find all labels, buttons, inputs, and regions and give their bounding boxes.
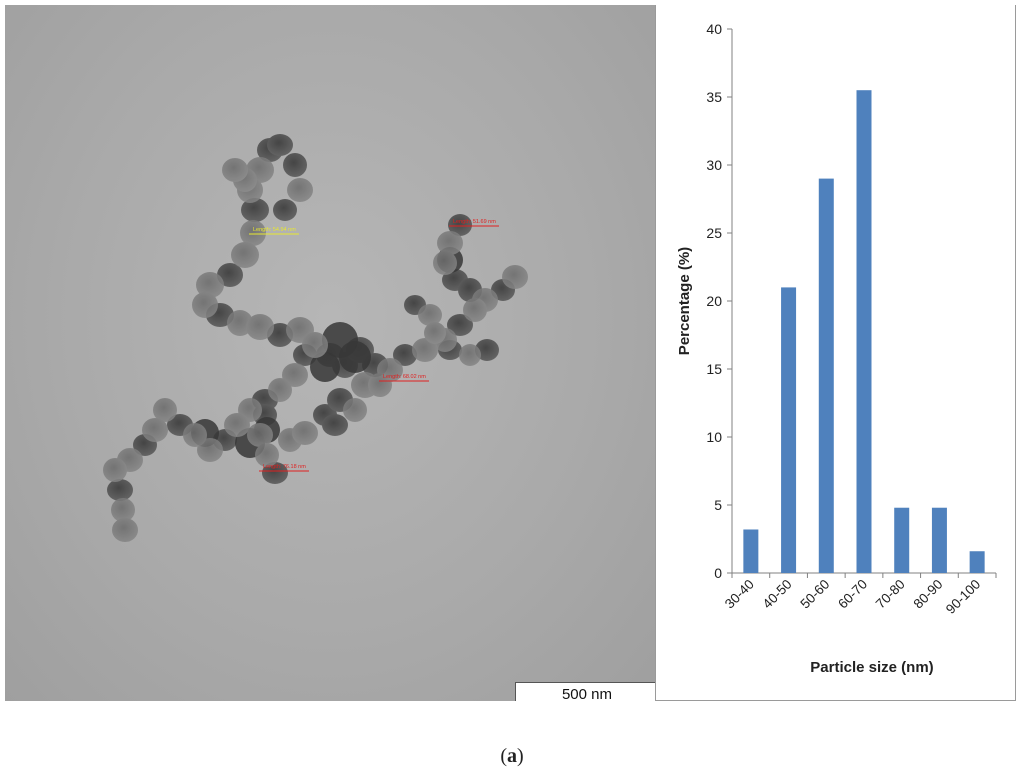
nanoparticle-dense: [310, 352, 340, 382]
scale-bar-label: 500 nm: [561, 685, 613, 702]
nanoparticle: [273, 199, 297, 221]
nanoparticle: [241, 198, 269, 222]
scale-bar: 500 nm: [515, 682, 655, 701]
bar: [856, 90, 872, 573]
nanoparticle: [502, 265, 528, 289]
x-tick-label: 70-80: [873, 577, 908, 612]
x-tick-label: 30-40: [722, 577, 757, 612]
y-tick-label: 20: [706, 293, 722, 309]
measurement-label: Length: 51.69 nm: [453, 219, 496, 225]
histogram-panel: 0 5 10 15 20 25 30 35 40 30-40 40-50 50-60 60-70 70-8…: [655, 5, 1016, 701]
x-tick-label: 60-70: [835, 577, 870, 612]
nanoparticle: [246, 314, 274, 340]
nanoparticle: [217, 263, 243, 287]
nanoparticle: [103, 458, 127, 482]
measurement-label: Length: 68.02 nm: [383, 374, 426, 380]
nanoparticle: [112, 518, 138, 542]
nanoparticle: [343, 398, 367, 422]
nanoparticle: [183, 423, 207, 447]
y-tick-label: 15: [706, 361, 722, 377]
nanoparticle: [153, 398, 177, 422]
nanoparticle: [282, 363, 308, 387]
nanoparticle: [196, 272, 224, 298]
nanoparticle: [424, 322, 446, 344]
nanoparticle: [107, 479, 133, 501]
measurement-annotation: Length: 51.69 nm: [449, 219, 499, 227]
bar: [781, 287, 797, 573]
nanoparticle: [247, 423, 273, 447]
x-axis-title: Particle size (nm): [810, 659, 933, 676]
nanoparticle: [287, 178, 313, 202]
bar: [931, 507, 947, 573]
bar: [818, 178, 834, 573]
x-tick-label: 40-50: [760, 577, 795, 612]
nanoparticle: [231, 242, 259, 268]
bar: [894, 507, 910, 573]
nanoparticle: [268, 378, 292, 402]
nanoparticle-dense: [339, 341, 371, 373]
y-axis-title: Percentage (%): [676, 247, 693, 355]
y-tick-label: 40: [706, 21, 722, 37]
nanoparticle: [142, 418, 168, 442]
nanoparticle: [433, 251, 457, 275]
bar: [743, 529, 759, 573]
nanoparticle: [240, 220, 266, 246]
nanoparticle: [475, 339, 499, 361]
nanoparticle: [418, 304, 442, 326]
measurement-label: Length: 76.18 nm: [263, 464, 306, 470]
measurement-annotation: Length: 68.02 nm: [379, 374, 429, 382]
nanoparticle: [447, 314, 473, 336]
figure-caption: (a): [500, 745, 524, 767]
nanoparticle: [393, 344, 417, 366]
nanoparticle: [222, 158, 248, 182]
nanoparticle-cluster-image: Length: 54.94 nm Length: 51.69 nm Length: …: [103, 134, 528, 542]
caption-letter: a: [507, 745, 517, 767]
y-tick-label: 25: [706, 225, 722, 241]
nanoparticle: [292, 421, 318, 445]
nanoparticle: [459, 344, 481, 366]
measurement-annotation: Length: 76.18 nm: [259, 464, 309, 472]
y-tick-label: 35: [706, 89, 722, 105]
nanoparticle: [262, 462, 288, 484]
nanoparticle: [448, 214, 472, 236]
measurement-annotation: Length: 54.94 nm: [249, 227, 299, 235]
x-tick-label: 50-60: [797, 577, 832, 612]
nanoparticle: [412, 338, 438, 362]
bar: [969, 551, 985, 573]
nanoparticle: [463, 298, 487, 322]
y-tick-label: 30: [706, 157, 722, 173]
nanoparticle: [255, 443, 279, 467]
nanoparticle: [283, 153, 307, 177]
y-tick-label: 10: [706, 429, 722, 445]
nanoparticle: [322, 414, 348, 436]
y-tick-label: 0: [714, 565, 722, 581]
particle-size-histogram: 0 5 10 15 20 25 30 35 40 30-40 40-50 50-60 60-70 70-8…: [676, 21, 997, 676]
tem-micrograph: Length: 54.94 nm Length: 51.69 nm Length: …: [5, 5, 655, 701]
nanoparticle: [111, 498, 135, 522]
x-tick-label: 90-100: [943, 577, 983, 617]
nanoparticle: [267, 134, 293, 156]
nanoparticle: [368, 373, 392, 397]
measurement-label: Length: 54.94 nm: [253, 227, 296, 233]
nanoparticle: [192, 292, 218, 318]
nanoparticle: [197, 438, 223, 462]
nanoparticle: [437, 231, 463, 255]
y-tick-label: 5: [714, 497, 722, 513]
nanoparticle: [302, 332, 328, 358]
x-tick-label: 80-90: [911, 577, 946, 612]
nanoparticle: [224, 413, 250, 437]
